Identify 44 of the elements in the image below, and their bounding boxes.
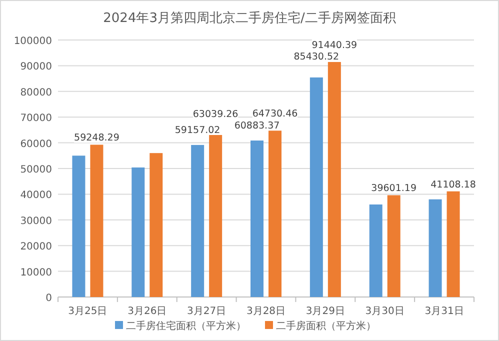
y-tick-label: 0: [46, 293, 52, 304]
y-tick-label: 10000: [20, 267, 52, 278]
bar: [446, 191, 460, 297]
data-label: 60883.37: [234, 120, 280, 132]
x-tick-label: 3月30日: [365, 306, 404, 317]
bar: [310, 77, 323, 297]
bar: [72, 156, 86, 297]
bar: [209, 134, 222, 297]
y-tick-label: 20000: [20, 242, 52, 253]
bar: [387, 195, 400, 297]
x-tick-label: 3月31日: [424, 306, 464, 317]
data-label: 39601.19: [371, 183, 417, 194]
bar: [150, 153, 163, 297]
bar: [369, 204, 382, 297]
bar: [250, 140, 264, 297]
y-tick-label: 30000: [20, 216, 52, 227]
y-tick-label: 50000: [20, 164, 52, 176]
bar: [268, 130, 282, 297]
data-label: 85430.52: [294, 51, 340, 62]
x-tick-label: 3月29日: [306, 306, 345, 317]
legend-label: 二手房住宅面积（平方米）: [126, 320, 246, 332]
y-tick-label: 70000: [20, 113, 52, 124]
bar: [428, 199, 442, 297]
bar: [90, 144, 104, 297]
y-tick-label: 40000: [20, 190, 52, 202]
x-tick-label: 3月26日: [128, 306, 167, 317]
bar: [191, 144, 204, 297]
x-tick-label: 3月27日: [187, 306, 226, 317]
data-label: 63039.26: [192, 108, 238, 120]
y-tick-label: 90000: [20, 62, 52, 73]
data-label: 91440.39: [312, 40, 358, 51]
bar: [132, 167, 145, 297]
legend-label: 二手房面积（平方米）: [276, 320, 376, 332]
data-label: 59157.02: [174, 124, 220, 136]
data-label: 64730.46: [252, 108, 298, 120]
x-tick-label: 3月28日: [246, 306, 286, 317]
y-tick-label: 80000: [20, 87, 52, 98]
bar: [328, 62, 341, 297]
chart-title: 2024年3月第四周北京二手房住宅/二手房网签面积: [103, 10, 396, 26]
y-tick-label: 100000: [14, 36, 52, 47]
data-label: 41108.18: [430, 179, 476, 190]
y-tick-label: 60000: [20, 138, 52, 150]
x-tick-label: 3月25日: [68, 306, 108, 317]
data-label: 59248.29: [74, 132, 120, 144]
